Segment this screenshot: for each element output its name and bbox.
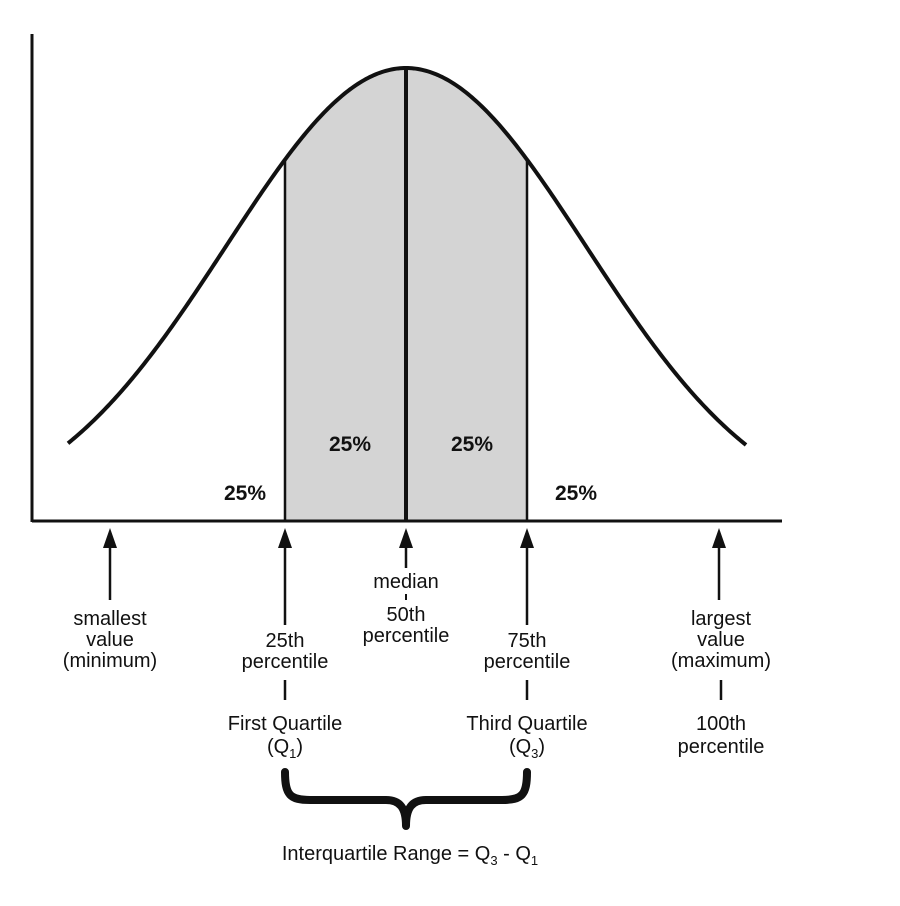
- svg-text:largest: largest: [691, 608, 751, 630]
- svg-text:smallest: smallest: [73, 608, 147, 630]
- region-label-tail-left: 25%: [224, 482, 266, 505]
- svg-text:(minimum): (minimum): [63, 650, 157, 672]
- svg-text:100th: 100th: [696, 713, 746, 735]
- svg-text:median: median: [373, 571, 439, 593]
- svg-text:75th: 75th: [508, 630, 547, 652]
- maximum-label: largest value (maximum) 100th percentile: [671, 608, 771, 758]
- svg-text:25th: 25th: [266, 630, 305, 652]
- svg-text:value: value: [697, 629, 745, 651]
- arrow-minimum: [103, 528, 117, 600]
- arrow-maximum: [712, 528, 726, 600]
- arrow-median: [399, 528, 413, 568]
- region-label-inner-right: 25%: [451, 433, 493, 456]
- svg-text:value: value: [86, 629, 134, 651]
- svg-text:First Quartile: First Quartile: [228, 713, 342, 735]
- median-label: median 50th percentile: [363, 571, 450, 647]
- q3-symbol: (Q3): [509, 736, 545, 761]
- iqr-formula: Interquartile Range = Q3 - Q1: [282, 843, 538, 868]
- svg-text:percentile: percentile: [678, 736, 765, 758]
- q1-label: 25th percentile First Quartile (Q1): [228, 630, 342, 761]
- minimum-label: smallest value (minimum): [63, 608, 157, 672]
- arrow-q3: [520, 528, 534, 625]
- svg-text:percentile: percentile: [242, 651, 329, 673]
- arrow-q1: [278, 528, 292, 625]
- svg-text:50th: 50th: [387, 604, 426, 626]
- svg-text:percentile: percentile: [363, 625, 450, 647]
- region-label-tail-right: 25%: [555, 482, 597, 505]
- q3-label: 75th percentile Third Quartile (Q3): [466, 630, 587, 761]
- svg-text:Third Quartile: Third Quartile: [466, 713, 587, 735]
- svg-text:(maximum): (maximum): [671, 650, 771, 672]
- svg-text:percentile: percentile: [484, 651, 571, 673]
- q1-symbol: (Q1): [267, 736, 303, 761]
- region-label-inner-left: 25%: [329, 433, 371, 456]
- interquartile-brace: [281, 768, 531, 830]
